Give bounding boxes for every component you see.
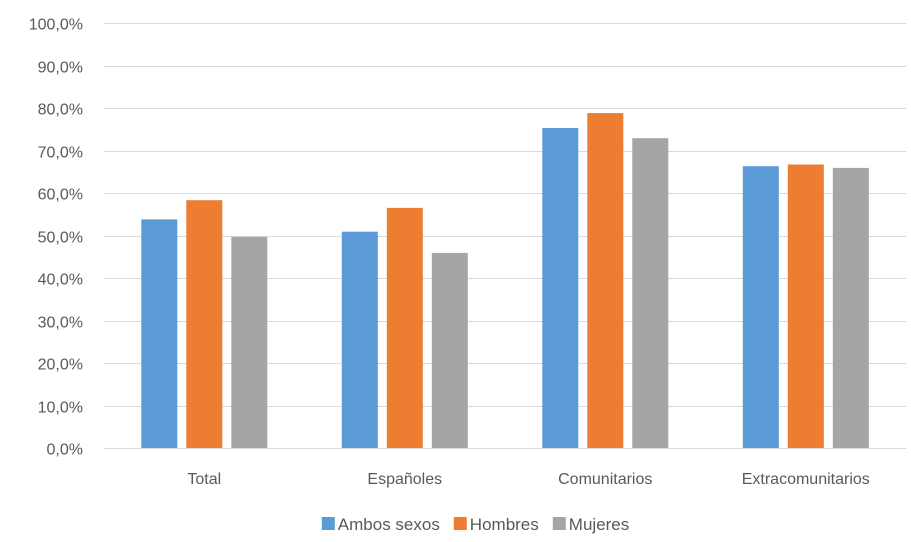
legend-label: Mujeres <box>569 515 629 534</box>
bar-hombres-1 <box>386 207 423 448</box>
bar-mujeres-1 <box>431 252 468 448</box>
y-tick-label: 70,0% <box>38 145 83 162</box>
legend-item-ambos-sexos: Ambos sexos <box>321 515 440 534</box>
bar-mujeres-3 <box>832 167 869 448</box>
bar-mujeres-0 <box>231 236 268 448</box>
x-axis-labels: Total Españoles Comunitarios Extracomunitar… <box>187 471 869 488</box>
bar-ambos-sexos-0 <box>141 219 178 448</box>
y-tick-label: 50,0% <box>38 230 83 247</box>
bar-ambos-sexos-2 <box>542 128 579 448</box>
y-tick-label: 100,0% <box>29 17 83 34</box>
legend-swatch <box>552 517 566 530</box>
legend-swatch <box>453 517 467 530</box>
bar-hombres-3 <box>787 164 824 448</box>
legend-item-mujeres: Mujeres <box>552 515 629 534</box>
legend: Ambos sexos Hombres Mujeres <box>321 515 629 534</box>
x-category-label: Extracomunitarios <box>742 471 870 488</box>
y-tick-label: 0,0% <box>47 442 83 459</box>
y-tick-label: 30,0% <box>38 315 83 332</box>
y-tick-label: 90,0% <box>38 60 83 77</box>
bar-hombres-2 <box>587 113 624 448</box>
y-tick-label: 40,0% <box>38 272 83 289</box>
legend-item-hombres: Hombres <box>453 515 539 534</box>
x-category-label: Españoles <box>367 471 442 488</box>
gridlines <box>104 23 906 449</box>
y-tick-label: 60,0% <box>38 187 83 204</box>
bar-ambos-sexos-3 <box>742 166 779 448</box>
bar-mujeres-2 <box>632 138 669 448</box>
legend-label: Ambos sexos <box>338 515 440 534</box>
y-tick-label: 80,0% <box>38 102 83 119</box>
y-axis-ticks: 0,0% 10,0% 20,0% 30,0% 40,0% 50,0% 60,0% 70,0% 8… <box>29 17 83 459</box>
x-category-label: Total <box>187 471 221 488</box>
bar-ambos-sexos-1 <box>341 231 378 448</box>
bars <box>141 113 869 448</box>
x-category-label: Comunitarios <box>558 471 652 488</box>
legend-label: Hombres <box>470 515 539 534</box>
y-tick-label: 10,0% <box>38 400 83 417</box>
legend-swatch <box>321 517 335 530</box>
bar-hombres-0 <box>186 200 223 448</box>
y-tick-label: 20,0% <box>38 357 83 374</box>
